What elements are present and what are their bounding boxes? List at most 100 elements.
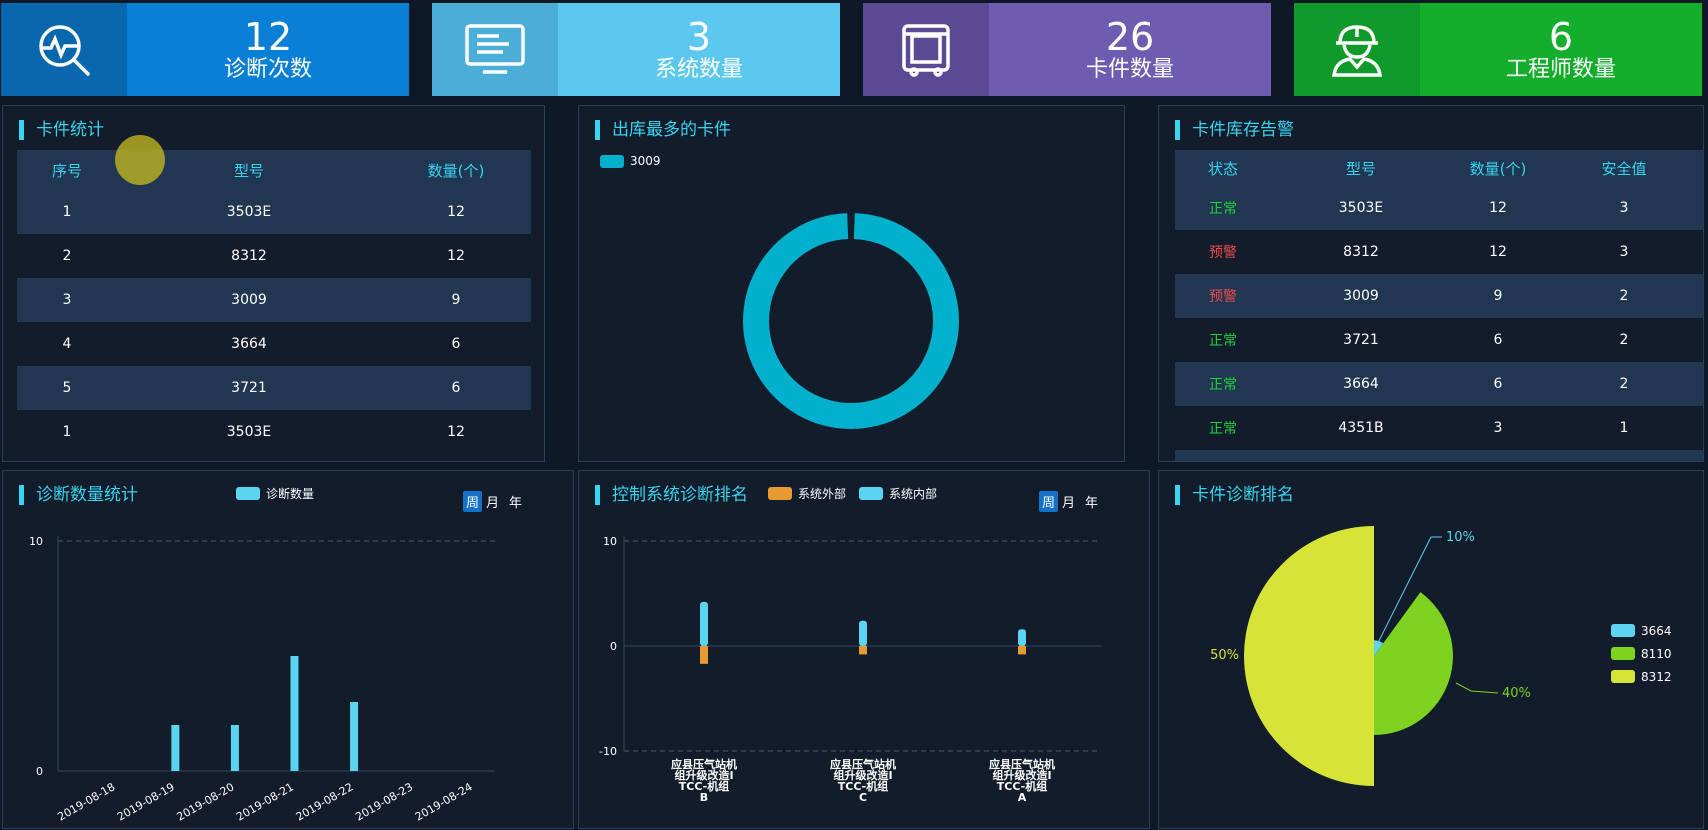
table-cell: 6 xyxy=(1493,376,1503,392)
diag-bar-chart: 诊断数量1002019-08-182019-08-192019-08-20201… xyxy=(29,486,495,824)
table-cell: 3664 xyxy=(231,336,267,352)
status-badge: 正常 xyxy=(1209,201,1237,217)
panel-title: 控制系统诊断排名 xyxy=(595,485,748,505)
pie-slice-8312[interactable] xyxy=(1244,526,1374,786)
cursor-highlight xyxy=(115,135,165,185)
table-cell: 12 xyxy=(1489,200,1507,216)
stat-text: 26 卡件数量 xyxy=(989,3,1271,96)
pie-slice-8110[interactable] xyxy=(1374,592,1453,735)
table-cell: 9 xyxy=(1493,288,1503,304)
x-tick-label: 2019-08-23 xyxy=(353,780,415,823)
table-cell: 2 xyxy=(1619,376,1629,392)
stat-label: 系统数量 xyxy=(654,56,743,82)
bar xyxy=(171,725,180,771)
legend-label: 8312 xyxy=(1641,670,1672,684)
table-row: 预警 8312 12 3 xyxy=(1175,230,1703,274)
legend-label: 诊断数量 xyxy=(266,486,314,501)
stat-icon-box xyxy=(863,3,989,96)
legend-item[interactable]: 系统内部 xyxy=(859,486,937,501)
diagnosis-search-icon xyxy=(39,24,90,76)
table-cell: 12 xyxy=(447,248,465,264)
stat-icon-box xyxy=(432,3,558,96)
stock-alert-panel: 卡件库存告警 状态 型号 数量(个) 安全值 正常 3503E 12 3 预警 8312 1… xyxy=(1158,105,1704,462)
stat-value: 12 xyxy=(243,14,293,59)
table-body: 正常 3503E 12 3 预警 8312 12 3 预警 3009 9 2 正常 3721 6 2 正常 366… xyxy=(1175,186,1703,461)
legend-swatch xyxy=(859,487,883,500)
table-cell: 3009 xyxy=(1343,288,1379,304)
toggle-year[interactable]: 年 xyxy=(509,496,523,511)
legend-item[interactable]: 诊断数量 xyxy=(236,486,314,501)
table-row: 1 3503E 12 xyxy=(17,190,531,234)
status-badge: 预警 xyxy=(1209,289,1237,305)
table-cell: 5 xyxy=(62,380,72,396)
engineer-helmet-icon xyxy=(1331,24,1383,77)
x-tick-label: 2019-08-21 xyxy=(234,780,296,823)
table-cell: 4 xyxy=(62,336,72,352)
legend-swatch xyxy=(1611,670,1635,683)
top-out-panel: 出库最多的卡件 3009 xyxy=(578,105,1125,462)
table-cell: 8312 xyxy=(231,248,267,264)
table-row: 正常 3503E 12 3 xyxy=(1175,186,1703,230)
x-tick-label: TCC-机组 xyxy=(838,779,888,793)
monitor-icon xyxy=(465,23,525,74)
leader-line xyxy=(1455,682,1499,694)
legend-item[interactable]: 8312 xyxy=(1611,670,1672,684)
table-row: 正常 3721 6 2 xyxy=(1175,318,1703,362)
table-cell: 9 xyxy=(451,292,461,308)
rose-pie-chart: 10% 40% 50% 3664 8110 8312 xyxy=(1210,526,1672,786)
bar xyxy=(1018,646,1026,655)
toggle-week[interactable]: 周 xyxy=(463,491,483,512)
x-tick-label: TCC-机组 xyxy=(679,779,729,793)
column-header: 型号 xyxy=(233,161,264,180)
stat-value: 26 xyxy=(1105,14,1155,59)
panel-title: 卡件诊断排名 xyxy=(1175,485,1294,505)
x-tick-label: 应县压气站机 xyxy=(671,757,737,771)
table-row: 4 3664 6 xyxy=(17,322,531,366)
table-cell: 2 xyxy=(1619,288,1629,304)
stat-icon-box xyxy=(1294,3,1420,96)
bar xyxy=(350,702,359,771)
column-header: 安全值 xyxy=(1601,159,1647,178)
table-cell: 12 xyxy=(1489,244,1507,260)
stat-tile-engineers: 6 工程师数量 xyxy=(1294,3,1702,96)
legend-item[interactable]: 系统外部 xyxy=(768,486,846,501)
stat-value: 6 xyxy=(1548,14,1574,59)
donut-slice-3009[interactable] xyxy=(743,213,959,429)
pie-slice-3664[interactable] xyxy=(1374,640,1384,656)
toggle-week[interactable]: 周 xyxy=(1039,491,1059,512)
legend-swatch xyxy=(600,154,624,168)
x-tick-label: TCC-机组 xyxy=(997,779,1047,793)
legend-item[interactable]: 3009 xyxy=(600,154,661,168)
table-row: 预警 3009 9 2 xyxy=(1175,274,1703,318)
stat-label: 卡件数量 xyxy=(1085,56,1174,82)
toggle-month[interactable]: 月 xyxy=(486,496,500,511)
table-header: 序号 型号 数量(个) xyxy=(17,150,531,190)
table-cell: 4351B xyxy=(1338,420,1384,436)
table-cell: 6 xyxy=(1493,332,1503,348)
table-cell: 3 xyxy=(1619,244,1629,260)
legend-label: 3009 xyxy=(630,154,661,168)
legend-item[interactable]: 8110 xyxy=(1611,647,1672,661)
table-cell: 3 xyxy=(1493,420,1503,436)
stat-icon-box xyxy=(1,3,127,96)
legend-item[interactable]: 3664 xyxy=(1611,624,1672,638)
table-cell: 12 xyxy=(447,424,465,440)
status-badge: 正常 xyxy=(1209,377,1237,393)
control-bar-chart: 系统外部 系统内部100-10应县压气站机组升级改造ITCC-机组B应县压气站机组… xyxy=(599,486,1101,804)
percent-label: 40% xyxy=(1502,686,1531,701)
legend-swatch xyxy=(236,487,260,500)
table-row: 2 8312 12 xyxy=(17,234,531,278)
bar xyxy=(700,601,708,646)
table-cell: 6 xyxy=(451,380,461,396)
bar xyxy=(700,646,708,664)
diag-count-panel: 诊断数量统计 周 月 年 诊断数量 10 0 2019-08-18 2019-08-19… xyxy=(2,470,574,829)
table-cell: 2 xyxy=(1619,332,1629,348)
bar xyxy=(1018,629,1026,646)
panel-title: 出库最多的卡件 xyxy=(595,120,731,140)
x-tick-label: 应县压气站机 xyxy=(989,757,1055,771)
column-header: 数量(个) xyxy=(427,161,485,180)
toggle-year[interactable]: 年 xyxy=(1085,496,1099,511)
toggle-month[interactable]: 月 xyxy=(1062,496,1076,511)
table-cell: 8312 xyxy=(1343,244,1379,260)
x-tick-label: 组升级改造I xyxy=(992,768,1051,782)
